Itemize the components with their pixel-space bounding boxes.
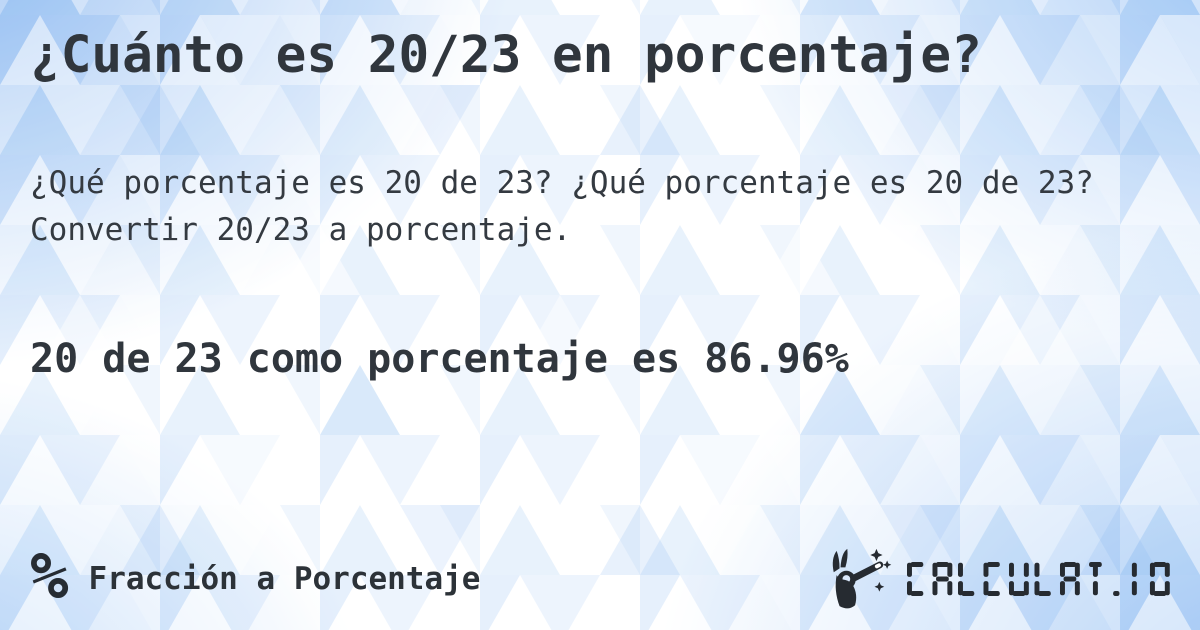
percent-icon: % <box>30 540 69 614</box>
page-description: ¿Qué porcentaje es 20 de 23? ¿Qué porcen… <box>30 165 1094 248</box>
page-title: ¿Cuánto es 20/23 en porcentaje? <box>30 26 982 85</box>
answer-text: 20 de 23 como porcentaje es 86.96% <box>30 336 849 382</box>
footer: % Fracción a Porcentaje <box>30 540 1170 614</box>
category-label: Fracción a Porcentaje <box>88 561 481 597</box>
brand-logo <box>823 546 1170 612</box>
magic-wand-icon <box>832 548 892 609</box>
category: % Fracción a Porcentaje <box>30 540 481 614</box>
brand-wordmark <box>907 562 1170 596</box>
